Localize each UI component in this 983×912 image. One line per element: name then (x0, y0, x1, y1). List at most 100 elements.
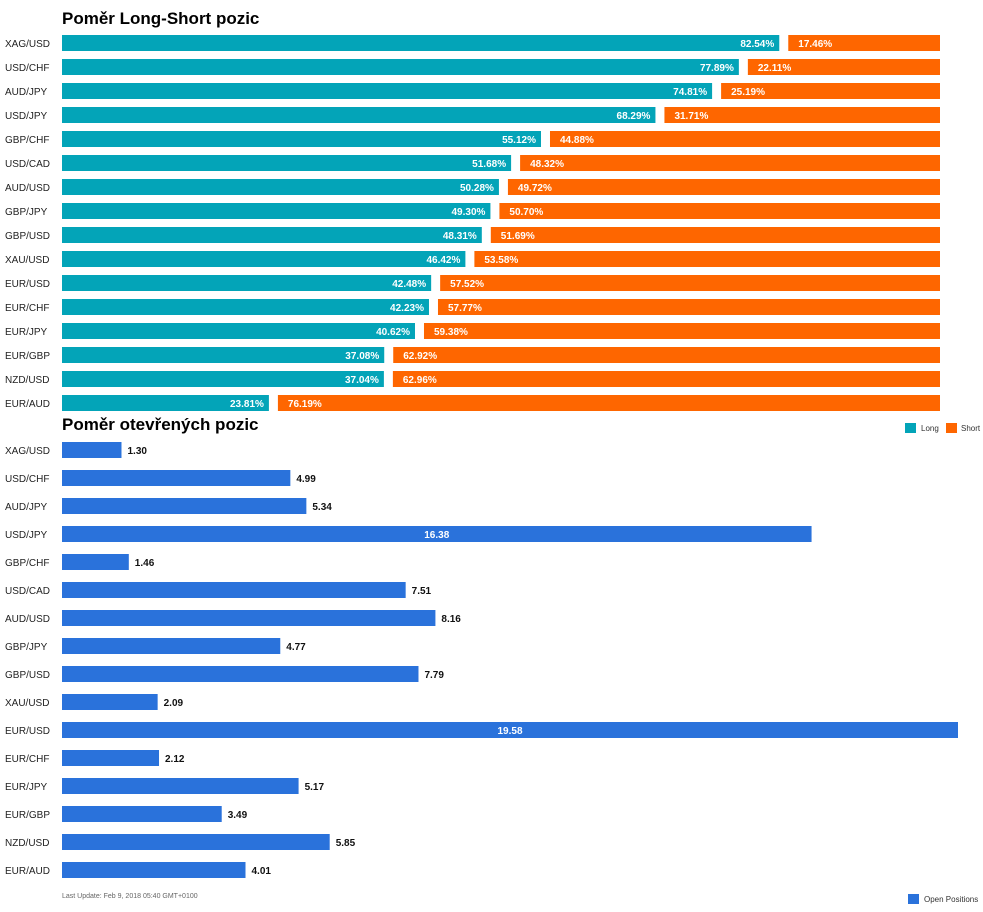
long-bar (62, 395, 269, 411)
open-row-xau-usd: XAU/USD 2.09 (5, 694, 184, 710)
open-pair-label: GBP/CHF (5, 558, 49, 569)
long-bar (62, 347, 385, 363)
long-bar (62, 155, 512, 171)
long-bar (62, 83, 713, 99)
short-bar (393, 347, 941, 363)
open-pair-label: AUD/JPY (5, 502, 48, 513)
long-value-label: 50.28% (460, 183, 494, 194)
long-value-label: 23.81% (230, 399, 264, 410)
long-value-label: 37.04% (345, 375, 379, 386)
ratio-row-eur-chf: EUR/CHF 42.23% 57.77% (5, 299, 940, 315)
ratio-row-aud-usd: AUD/USD 50.28% 49.72% (5, 179, 940, 195)
short-value-label: 53.58% (484, 255, 518, 266)
short-bar (507, 179, 940, 195)
open-positions-bar (62, 526, 812, 542)
open-positions-bar (62, 582, 406, 598)
ratio-pair-label: XAG/USD (5, 39, 50, 50)
open-positions-value-label: 2.09 (164, 698, 184, 709)
short-bar (392, 371, 940, 387)
open-row-eur-usd: EUR/USD 19.58 (5, 722, 958, 738)
long-bar (62, 59, 739, 75)
open-positions-bars: XAG/USD 1.30 USD/CHF 4.99 AUD/JPY 5.34 USD/JPY… (5, 442, 958, 878)
ratio-row-usd-cad: USD/CAD 51.68% 48.32% (5, 155, 940, 171)
ratio-row-gbp-chf: GBP/CHF 55.12% 44.88% (5, 131, 940, 147)
short-bar (747, 59, 940, 75)
long-value-label: 40.62% (376, 327, 410, 338)
open-row-aud-jpy: AUD/JPY 5.34 (5, 498, 332, 514)
ratio-row-eur-jpy: EUR/JPY 40.62% 59.38% (5, 323, 940, 339)
open-positions-ratio-title: Poměr otevřených pozic (62, 415, 259, 434)
open-pair-label: EUR/USD (5, 726, 50, 737)
open-positions-value-label: 5.34 (312, 502, 332, 513)
short-value-label: 17.46% (798, 39, 832, 50)
ratio-row-nzd-usd: NZD/USD 37.04% 62.96% (5, 371, 940, 387)
short-bar (490, 227, 940, 243)
open-positions-value-label: 16.38 (424, 530, 449, 541)
long-bar (62, 107, 656, 123)
ratio-row-gbp-usd: GBP/USD 48.31% 51.69% (5, 227, 940, 243)
ratio-row-gbp-jpy: GBP/JPY 49.30% 50.70% (5, 203, 940, 219)
open-positions-bar (62, 610, 436, 626)
ratio-pair-label: EUR/USD (5, 279, 50, 290)
long-value-label: 48.31% (443, 231, 477, 242)
short-bar (549, 131, 940, 147)
open-row-gbp-jpy: GBP/JPY 4.77 (5, 638, 306, 654)
short-value-label: 22.11% (758, 63, 791, 74)
long-value-label: 77.89% (700, 63, 734, 74)
long-value-label: 74.81% (673, 87, 707, 98)
open-positions-value-label: 19.58 (497, 726, 522, 737)
last-update-text: Last Update: Feb 9, 2018 05:40 GMT+0100 (62, 893, 198, 900)
long-value-label: 82.54% (740, 39, 774, 50)
long-bar (62, 179, 499, 195)
short-value-label: 50.70% (509, 207, 543, 218)
short-value-label: 57.77% (448, 303, 482, 314)
long-bar (62, 131, 541, 147)
long-value-label: 55.12% (502, 135, 536, 146)
long-value-label: 68.29% (617, 111, 651, 122)
long-bar (62, 251, 466, 267)
open-row-xag-usd: XAG/USD 1.30 (5, 442, 147, 458)
short-value-label: 62.96% (403, 375, 437, 386)
open-positions-bar (62, 442, 122, 458)
short-value-label: 48.32% (530, 159, 564, 170)
short-value-label: 49.72% (518, 183, 552, 194)
open-pair-label: AUD/USD (5, 614, 50, 625)
open-row-gbp-usd: GBP/USD 7.79 (5, 666, 444, 682)
long-value-label: 42.23% (390, 303, 424, 314)
short-bar (664, 107, 940, 123)
open-row-nzd-usd: NZD/USD 5.85 (5, 834, 356, 850)
open-row-usd-jpy: USD/JPY 16.38 (5, 526, 812, 542)
open-pair-label: NZD/USD (5, 838, 49, 849)
ratio-row-eur-gbp: EUR/GBP 37.08% 62.92% (5, 347, 941, 363)
open-row-eur-chf: EUR/CHF 2.12 (5, 750, 185, 766)
open-positions-value-label: 7.51 (412, 586, 432, 597)
ratio-pair-label: USD/CAD (5, 159, 50, 170)
open-positions-value-label: 5.17 (305, 782, 325, 793)
open-positions-value-label: 4.01 (252, 866, 272, 877)
ratio-pair-label: EUR/JPY (5, 327, 48, 338)
open-positions-bar (62, 498, 307, 514)
short-bar (423, 323, 940, 339)
open-row-aud-usd: AUD/USD 8.16 (5, 610, 461, 626)
ratio-pair-label: AUD/JPY (5, 87, 48, 98)
short-value-label: 25.19% (731, 87, 765, 98)
ratio-pair-label: AUD/USD (5, 183, 50, 194)
long-value-label: 46.42% (426, 255, 460, 266)
open-row-gbp-chf: GBP/CHF 1.46 (5, 554, 155, 570)
short-value-label: 62.92% (403, 351, 437, 362)
ratio-pair-label: GBP/USD (5, 231, 50, 242)
ratio-row-usd-chf: USD/CHF 77.89% 22.11% (5, 59, 940, 75)
open-positions-bar (62, 554, 129, 570)
open-positions-bar (62, 806, 222, 822)
open-pair-label: GBP/USD (5, 670, 50, 681)
ratio-row-xag-usd: XAG/USD 82.54% 17.46% (5, 35, 940, 51)
long-bar (62, 275, 432, 291)
open-positions-value-label: 8.16 (441, 614, 461, 625)
short-value-label: 44.88% (560, 135, 594, 146)
short-value-label: 59.38% (434, 327, 468, 338)
open-row-usd-cad: USD/CAD 7.51 (5, 582, 432, 598)
short-bar (437, 299, 940, 315)
ratio-pair-label: EUR/AUD (5, 399, 50, 410)
open-positions-value-label: 4.99 (296, 474, 316, 485)
